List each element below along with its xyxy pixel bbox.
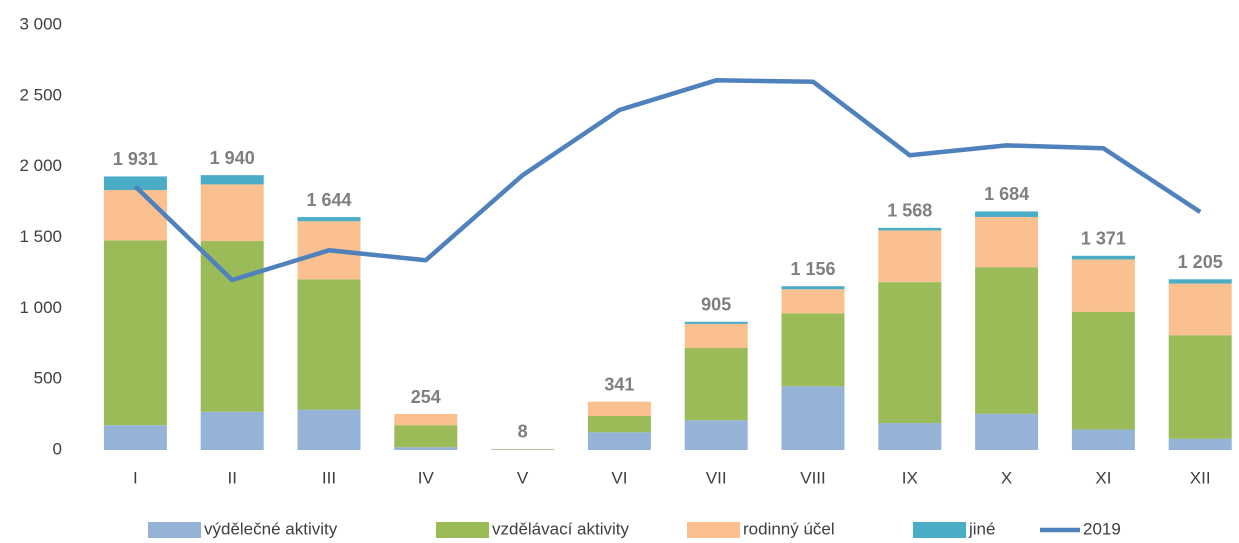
bar-segment <box>781 386 845 450</box>
total-label: 1 940 <box>210 148 255 168</box>
bar-segment <box>1071 311 1135 430</box>
x-tick-label: VI <box>611 468 627 487</box>
bar-segment <box>781 289 845 314</box>
bar-segment <box>200 175 264 185</box>
bar-segment <box>781 286 845 290</box>
bar-segment <box>684 323 748 348</box>
legend-label: výdělečné aktivity <box>204 519 338 538</box>
legend-swatch <box>687 522 740 538</box>
legend-label: vzdělávací aktivity <box>492 519 629 538</box>
y-tick-label: 2 500 <box>19 85 62 104</box>
bar-segment <box>975 216 1039 268</box>
bar-segment <box>103 176 167 191</box>
x-tick-label: V <box>517 468 529 487</box>
bar-segment <box>975 413 1039 450</box>
bar-segment <box>200 411 264 450</box>
bar-segment <box>394 414 458 426</box>
x-tick-label: XII <box>1190 468 1211 487</box>
x-tick-label: VIII <box>800 468 826 487</box>
bar-segment <box>781 313 845 387</box>
x-tick-label: II <box>227 468 236 487</box>
legend-label: jiné <box>968 519 995 538</box>
bar-segment <box>200 184 264 242</box>
bar-segment <box>1168 438 1232 450</box>
y-tick-label: 0 <box>53 439 62 458</box>
y-tick-label: 1 000 <box>19 298 62 317</box>
total-label: 341 <box>604 374 634 394</box>
y-tick-label: 2 000 <box>19 156 62 175</box>
x-tick-label: XI <box>1095 468 1111 487</box>
total-label: 905 <box>701 295 731 315</box>
legend-swatch <box>148 522 201 538</box>
total-label: 1 371 <box>1081 229 1126 249</box>
total-label: 1 684 <box>984 184 1029 204</box>
bar-segment <box>297 279 361 410</box>
total-label: 254 <box>411 387 441 407</box>
bar-segment <box>297 409 361 450</box>
bar-segment <box>878 227 942 231</box>
bar-segment <box>1071 259 1135 312</box>
total-label: 1 156 <box>790 259 835 279</box>
bar-segment <box>1168 335 1232 439</box>
bar-segment <box>103 240 167 426</box>
bar-segment <box>1071 429 1135 450</box>
x-tick-label: IX <box>902 468 918 487</box>
legend-label: rodinný účel <box>743 519 835 538</box>
total-label: 1 644 <box>306 190 351 210</box>
x-tick-label: IV <box>418 468 435 487</box>
y-tick-label: 500 <box>34 369 62 388</box>
y-tick-label: 3 000 <box>19 14 62 33</box>
total-label: 8 <box>518 422 528 442</box>
bar-segment <box>878 423 942 450</box>
total-label: 1 568 <box>887 201 932 221</box>
bar-segment <box>200 241 264 412</box>
bar-segment <box>684 321 748 324</box>
total-label: 1 931 <box>113 149 158 169</box>
legend-swatch <box>913 522 966 538</box>
bar-segment <box>1168 279 1232 284</box>
bar-segment <box>684 348 748 421</box>
bar-segment <box>587 432 651 450</box>
bar-segment <box>394 447 458 450</box>
x-tick-label: III <box>322 468 336 487</box>
bar-segment <box>394 425 458 448</box>
legend-swatch <box>436 522 489 538</box>
bar-segment <box>587 401 651 416</box>
x-tick-label: X <box>1001 468 1012 487</box>
bar-segment <box>103 425 167 450</box>
legend-label: 2019 <box>1083 519 1121 538</box>
x-tick-label: I <box>133 468 138 487</box>
x-tick-label: VII <box>706 468 727 487</box>
bar-segment <box>878 282 942 424</box>
bar-segment <box>103 190 167 241</box>
bar-segment <box>297 217 361 222</box>
y-tick-label: 1 500 <box>19 227 62 246</box>
total-label: 1 205 <box>1178 252 1223 272</box>
bar-segment <box>684 420 748 450</box>
bar-segment <box>975 211 1039 217</box>
bar-segment <box>1168 283 1232 336</box>
bar-segment <box>587 416 651 433</box>
bar-segment <box>1071 255 1135 260</box>
bar-segment <box>975 267 1039 414</box>
line-series <box>133 78 1202 283</box>
bar-segment <box>878 230 942 283</box>
